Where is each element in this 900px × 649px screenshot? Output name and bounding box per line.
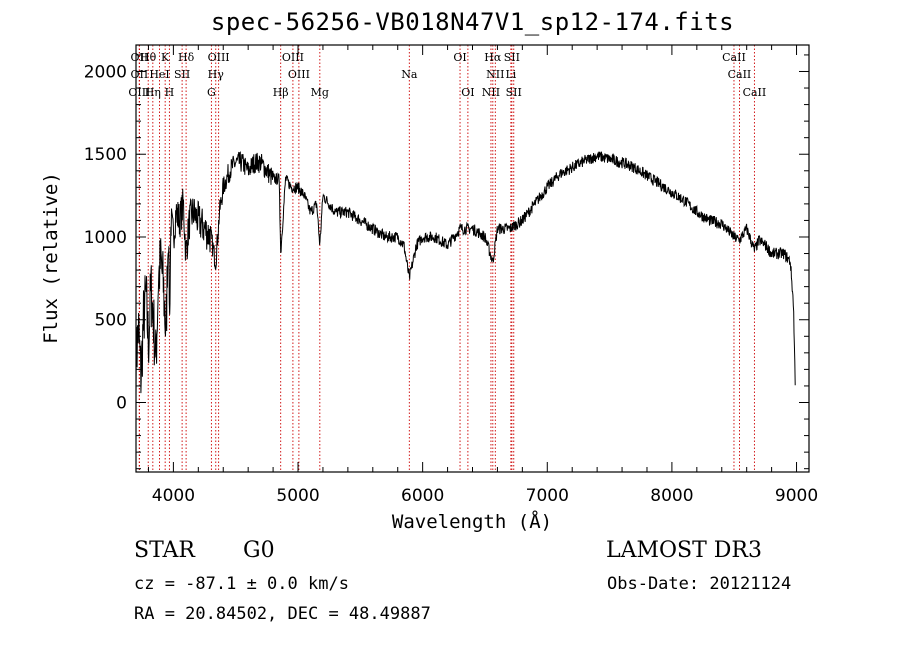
line-label-15: Na — [401, 68, 418, 81]
line-label-23: Hβ — [273, 86, 289, 99]
emission-lines — [138, 45, 755, 472]
x-tick-label-5000: 5000 — [276, 486, 319, 506]
chart-title: spec-56256-VB018N47V1_sp12-174.fits — [210, 8, 735, 36]
line-label-1: OII — [131, 51, 149, 64]
y-tick-label-2000: 2000 — [84, 62, 127, 82]
line-label-6: OI — [453, 51, 466, 64]
x-tick-label-9000: 9000 — [775, 486, 818, 506]
line-label-25: OI — [461, 86, 474, 99]
line-label-0: Hθ — [140, 51, 157, 64]
x-tick-label-4000: 4000 — [152, 486, 195, 506]
line-label-18: CaII — [728, 68, 752, 81]
x-tick-label-7000: 7000 — [526, 486, 569, 506]
line-label-5: OIII — [282, 51, 304, 64]
line-label-19: OIII — [128, 86, 150, 99]
survey-name: LAMOST DR3 — [606, 538, 762, 563]
line-label-16: NII — [486, 68, 504, 81]
object-subclass: G0 — [243, 538, 275, 563]
y-axis-label: Flux (relative) — [40, 172, 62, 344]
y-tick-label-0: 0 — [116, 393, 127, 413]
line-label-9: CaII — [722, 51, 746, 64]
line-label-11: HeI — [149, 68, 169, 81]
line-label-13: Hγ — [208, 68, 225, 81]
y-tick-label-1000: 1000 — [84, 228, 127, 248]
line-label-8: SII — [504, 51, 520, 64]
object-class: STAR — [134, 538, 195, 563]
line-label-22: G — [207, 86, 216, 99]
spectrum-line — [135, 151, 796, 396]
observation-date: Obs-Date: 20121124 — [607, 574, 792, 594]
line-label-7: Hα — [484, 51, 502, 64]
line-label-14: OIII — [288, 68, 310, 81]
x-axis-label: Wavelength (Å) — [392, 510, 552, 533]
line-label-28: CaII — [743, 86, 767, 99]
y-tick-label-1500: 1500 — [84, 145, 127, 165]
line-label-21: H — [165, 86, 175, 99]
line-label-2: K — [161, 51, 170, 64]
x-tick-label-8000: 8000 — [650, 486, 693, 506]
line-label-3: Hδ — [178, 51, 195, 64]
x-axis-ticks: 4000 5000 6000 7000 8000 9000 — [147, 45, 818, 506]
line-label-26: NII — [482, 86, 500, 99]
y-axis-ticks: 0 500 1000 1500 2000 — [84, 54, 809, 470]
plot-frame — [135, 44, 810, 473]
x-tick-label-6000: 6000 — [401, 486, 444, 506]
line-label-20: Hη — [145, 86, 161, 99]
line-label-10: OII — [131, 68, 149, 81]
y-tick-label-500: 500 — [95, 311, 127, 331]
redshift-velocity: cz = -87.1 ± 0.0 km/s — [134, 574, 349, 594]
line-label-17: Li — [505, 68, 516, 81]
coordinates: RA = 20.84502, DEC = 48.49887 — [134, 604, 431, 624]
line-label-27: SII — [506, 86, 522, 99]
line-label-12: SII — [174, 68, 190, 81]
line-label-24: Mg — [311, 86, 329, 99]
line-label-4: OIII — [208, 51, 230, 64]
